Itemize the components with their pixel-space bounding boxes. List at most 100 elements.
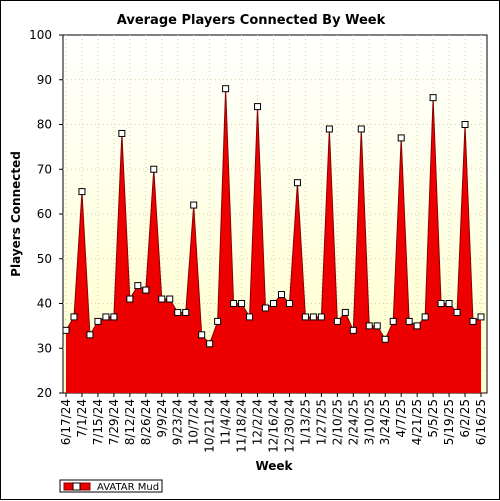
x-tick-label: 7/29/24 [107,399,121,445]
x-tick-label: 10/7/24 [187,399,201,445]
data-point-marker [461,121,469,128]
x-tick-label: 8/12/24 [123,399,137,445]
data-point-marker [94,317,102,325]
x-tick-label: 6/2/25 [458,399,472,438]
data-point-marker [349,326,357,334]
data-point-marker [405,317,413,325]
y-tick-label: 60 [37,207,52,221]
data-point-marker [102,313,110,321]
y-axis-label: Players Connected [9,151,23,277]
data-point-marker [214,317,222,325]
data-point-marker [262,304,270,312]
y-tick-label: 100 [29,28,52,42]
data-point-marker [357,125,365,133]
data-point-marker [158,295,166,303]
x-tick-label: 1/27/25 [314,399,328,445]
data-point-marker [429,94,437,102]
data-point-marker [341,308,349,316]
data-point-marker [270,300,277,307]
data-point-marker [190,201,198,209]
legend-marker [72,482,81,491]
y-tick-label: 50 [37,252,52,266]
data-point-marker [389,317,397,325]
data-point-marker [110,313,118,321]
x-tick-label: 8/26/24 [139,399,153,445]
x-tick-label: 5/19/25 [442,399,456,445]
data-point-marker [477,313,485,321]
x-tick-label: 7/1/24 [75,399,89,438]
data-point-marker [301,313,309,321]
data-point-marker [317,313,325,321]
data-point-marker [254,103,262,111]
data-point-marker [150,165,158,173]
data-point-marker [222,85,230,93]
x-tick-label: 11/18/24 [235,399,249,453]
x-tick-label: 10/21/24 [203,399,217,453]
data-point-marker [142,286,150,294]
data-point-marker [285,300,293,307]
data-point-marker [309,313,317,321]
data-point-marker [373,322,381,330]
data-point-marker [469,317,477,325]
data-point-marker [70,313,78,321]
y-tick-label: 90 [37,73,52,87]
data-point-marker [397,134,405,142]
data-point-marker [437,300,445,307]
data-point-marker [333,317,341,325]
x-axis-ticks: 6/17/24 7/1/24 7/15/24 7/29/24 8/12/24 8/26/2… [59,393,488,453]
x-tick-label: 4/21/25 [410,399,424,445]
x-tick-label: 3/24/25 [378,399,392,445]
data-point-marker [134,282,142,290]
data-point-marker [277,291,285,299]
data-point-marker [230,300,238,307]
x-tick-label: 7/15/24 [91,399,105,445]
y-axis-ticks: 20 30 40 50 60 70 80 90 100 [29,28,63,400]
x-tick-label: 1/13/25 [298,399,312,445]
x-tick-label: 2/24/25 [346,399,360,445]
chart-title: Average Players Connected By Week [117,13,386,28]
x-tick-label: 9/23/24 [171,399,185,445]
data-point-marker [198,331,206,339]
x-tick-label: 2/10/25 [330,399,344,445]
data-point-marker [86,331,94,339]
data-point-marker [246,313,254,321]
data-point-marker [78,188,86,196]
series-area [66,88,481,393]
x-tick-label: 3/10/25 [362,399,376,445]
data-point-marker [325,125,333,133]
data-point-marker [126,295,134,303]
y-tick-label: 40 [37,297,52,311]
data-point-marker [182,308,190,316]
x-tick-label: 12/30/24 [282,399,296,453]
y-tick-label: 70 [37,162,52,176]
data-point-marker [118,129,126,137]
data-point-marker [238,300,246,307]
x-tick-label: 6/17/24 [59,399,73,445]
x-tick-label: 6/16/25 [474,399,488,445]
data-point-marker [413,322,421,330]
x-tick-label: 11/4/24 [219,399,233,445]
data-point-marker [206,340,214,348]
data-point-marker [365,322,373,330]
x-tick-label: 12/2/24 [251,399,265,445]
series-layer [62,85,485,393]
data-point-marker [421,313,429,321]
x-tick-label: 5/5/25 [426,399,440,438]
data-point-marker [62,326,70,334]
legend-label: AVATAR Mud [97,482,159,493]
data-point-marker [166,295,174,303]
data-point-marker [293,179,301,187]
x-axis-label: Week [255,459,293,473]
y-tick-label: 20 [37,386,52,400]
data-point-marker [174,308,182,316]
data-point-marker [445,300,453,307]
data-point-marker [381,335,389,343]
legend: AVATAR Mud [59,479,163,493]
x-tick-label: 12/16/24 [267,399,281,453]
x-tick-label: 9/9/24 [155,399,169,438]
data-point-marker [453,308,461,316]
y-tick-label: 30 [37,341,52,355]
x-tick-label: 4/7/25 [394,399,408,438]
